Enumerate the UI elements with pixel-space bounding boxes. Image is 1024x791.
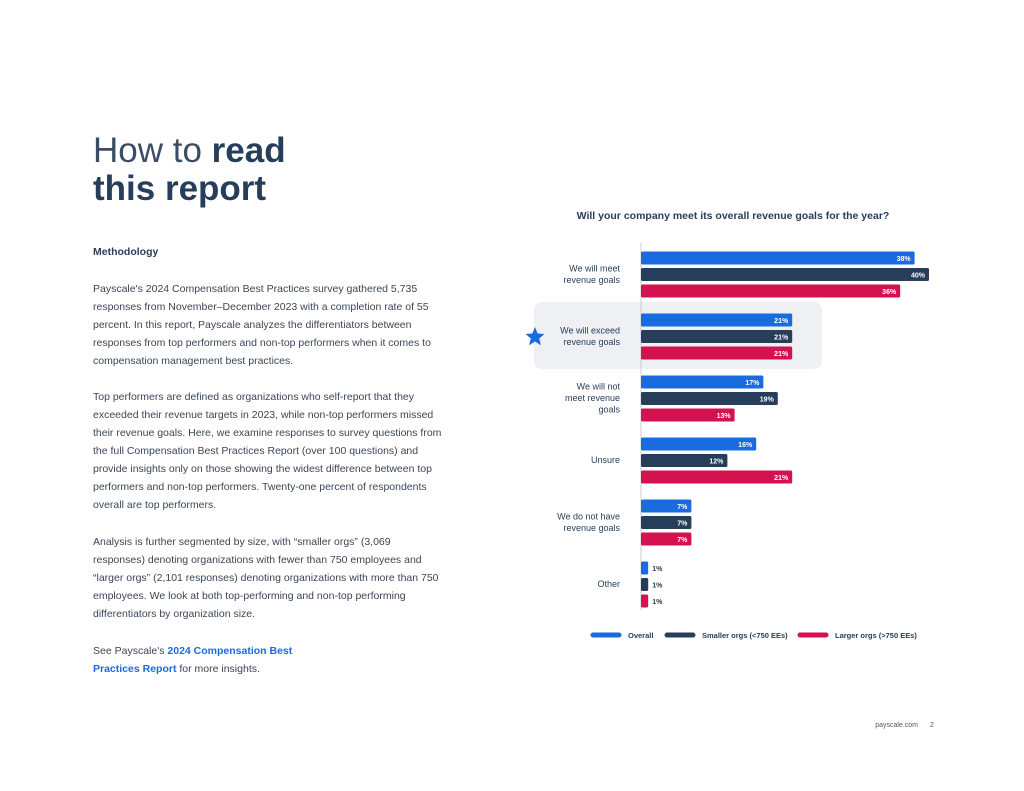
value-label: 21%	[774, 475, 789, 482]
bar	[641, 392, 778, 405]
value-label: 7%	[677, 504, 688, 511]
value-label: 38%	[897, 256, 912, 263]
value-label: 12%	[709, 459, 724, 466]
bar	[641, 284, 901, 298]
paragraph: See Payscale's 2024 Compensation Best Pr…	[93, 642, 313, 678]
bar	[641, 408, 735, 422]
category-label: Other	[597, 579, 620, 589]
bar	[641, 561, 649, 575]
legend-label: Larger orgs (>750 EEs)	[835, 631, 917, 640]
value-label: 17%	[745, 380, 760, 387]
value-label: 21%	[774, 351, 789, 358]
value-label: 19%	[760, 397, 775, 404]
label-line: revenue goals	[563, 523, 620, 533]
section-heading: Methodology	[93, 246, 159, 258]
text: for more insights.	[179, 663, 260, 675]
label-line: meet revenue	[565, 393, 620, 403]
value-label: 1%	[652, 583, 663, 590]
category-label: We will exceed revenue goals	[560, 325, 620, 347]
star-icon	[525, 327, 545, 346]
title-bold: this report	[93, 169, 267, 208]
value-label: 40%	[911, 273, 926, 280]
bar	[641, 268, 929, 281]
value-label: 1%	[652, 599, 663, 606]
value-label: 1%	[652, 566, 663, 573]
label-line: We will exceed	[560, 325, 620, 335]
bar	[641, 375, 764, 389]
value-label: 13%	[717, 413, 732, 420]
chart-title: Will your company meet its overall reven…	[577, 210, 890, 222]
category-label: We will meet revenue goals	[563, 263, 620, 285]
label-line: We will not	[577, 382, 621, 392]
bar	[641, 499, 692, 513]
label-line: We will meet	[569, 263, 620, 273]
footer-site: payscale.com	[875, 722, 918, 729]
bar	[641, 251, 915, 265]
paragraph: Payscale's 2024 Compensation Best Practi…	[93, 283, 431, 367]
paragraph: Analysis is further segmented by size, w…	[93, 536, 439, 620]
report-link[interactable]: 2024 Compensation Best Practices Report	[93, 645, 293, 675]
bar	[641, 454, 728, 467]
category-label: We do not have revenue goals	[557, 511, 620, 533]
label-line: goals	[598, 405, 620, 415]
category-label: Unsure	[591, 455, 620, 465]
bar	[641, 516, 692, 529]
label-line: Unsure	[591, 455, 620, 465]
text: See Payscale's	[93, 645, 165, 657]
bar	[641, 532, 692, 546]
value-label: 36%	[882, 289, 897, 296]
category-label: We will not meet revenue goals	[565, 382, 621, 415]
label-line: We do not have	[557, 511, 620, 521]
title-light: How to	[93, 131, 202, 170]
value-label: 7%	[677, 537, 688, 544]
title-bold: read	[211, 131, 286, 170]
bar	[641, 313, 793, 327]
bar	[641, 346, 793, 360]
legend-label: Smaller orgs (<750 EEs)	[702, 631, 788, 640]
bar	[641, 470, 793, 484]
page-title: How to read this report	[93, 132, 286, 208]
value-label: 21%	[774, 318, 789, 325]
paragraph: Top performers are defined as organizati…	[93, 391, 442, 511]
value-label: 16%	[738, 442, 753, 449]
label-line: revenue goals	[563, 337, 620, 347]
legend-label: Overall	[628, 631, 653, 640]
value-label: 7%	[677, 521, 688, 528]
value-label: 21%	[774, 335, 789, 342]
page-number: 2	[930, 722, 934, 729]
bar	[641, 330, 793, 343]
bar	[641, 578, 649, 591]
bar	[641, 594, 649, 608]
label-line: Other	[597, 579, 620, 589]
label-line: revenue goals	[563, 275, 620, 285]
bar	[641, 437, 757, 451]
